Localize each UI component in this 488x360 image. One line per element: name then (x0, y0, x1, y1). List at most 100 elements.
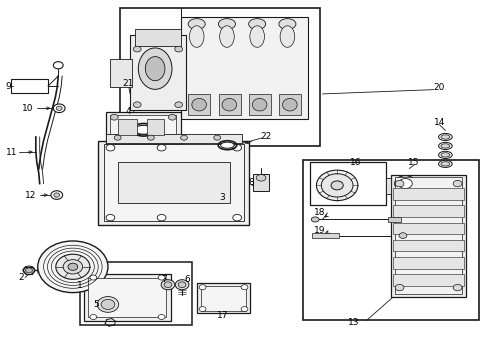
Text: 18: 18 (314, 208, 325, 217)
Ellipse shape (438, 160, 451, 167)
Circle shape (90, 275, 97, 280)
Bar (392, 274, 464, 286)
Text: 12: 12 (25, 190, 37, 199)
Ellipse shape (133, 46, 141, 52)
Text: 21: 21 (122, 79, 134, 88)
Circle shape (241, 285, 247, 290)
Circle shape (163, 282, 171, 288)
Circle shape (158, 275, 164, 280)
Circle shape (232, 144, 241, 151)
Text: 11: 11 (6, 148, 17, 157)
Circle shape (178, 282, 185, 288)
Circle shape (241, 307, 247, 312)
Circle shape (101, 300, 115, 310)
Bar (303, 160, 478, 320)
Circle shape (38, 241, 108, 293)
Ellipse shape (438, 134, 451, 140)
Bar (392, 188, 464, 200)
Ellipse shape (145, 57, 164, 81)
Circle shape (56, 254, 90, 279)
Circle shape (157, 144, 165, 151)
Text: 2: 2 (19, 273, 24, 282)
Circle shape (106, 215, 115, 221)
Ellipse shape (311, 217, 319, 222)
Circle shape (63, 260, 82, 274)
Bar (394, 177, 462, 294)
Circle shape (106, 144, 115, 151)
Circle shape (54, 193, 60, 197)
Ellipse shape (394, 180, 403, 187)
Bar (385, 178, 390, 194)
Bar (181, 17, 307, 119)
Circle shape (23, 266, 35, 275)
Circle shape (175, 280, 188, 290)
Text: 13: 13 (347, 318, 358, 327)
Bar (310, 162, 385, 205)
Bar (104, 144, 243, 221)
Text: 19: 19 (314, 226, 325, 235)
Circle shape (161, 280, 174, 290)
Ellipse shape (282, 98, 297, 111)
Bar (279, 94, 301, 116)
Bar (130, 35, 185, 110)
Ellipse shape (138, 48, 172, 89)
Text: 15: 15 (407, 158, 419, 167)
Circle shape (213, 135, 220, 140)
Text: 9: 9 (5, 82, 11, 91)
Ellipse shape (440, 162, 449, 166)
Circle shape (147, 135, 154, 140)
Text: 22: 22 (260, 132, 271, 141)
Text: 6: 6 (183, 275, 189, 284)
Bar (392, 257, 464, 269)
Text: 17: 17 (216, 311, 228, 320)
Bar (392, 223, 464, 234)
Bar (135, 30, 181, 45)
Circle shape (25, 268, 32, 273)
Ellipse shape (280, 26, 294, 47)
Ellipse shape (219, 26, 234, 47)
Circle shape (97, 297, 119, 312)
Ellipse shape (440, 144, 449, 148)
Ellipse shape (218, 19, 235, 30)
Ellipse shape (133, 102, 141, 108)
Ellipse shape (252, 98, 266, 111)
Ellipse shape (440, 153, 449, 157)
Circle shape (51, 191, 62, 199)
Ellipse shape (256, 175, 265, 181)
Circle shape (68, 263, 78, 270)
Bar (387, 217, 400, 222)
Circle shape (168, 114, 176, 120)
Circle shape (90, 315, 97, 319)
Bar (105, 112, 181, 144)
Circle shape (53, 104, 65, 113)
Ellipse shape (189, 26, 203, 47)
Ellipse shape (174, 46, 182, 52)
Circle shape (53, 62, 63, 69)
Ellipse shape (220, 142, 234, 148)
Bar (253, 174, 268, 192)
Text: 16: 16 (349, 158, 361, 167)
Ellipse shape (188, 19, 205, 30)
Circle shape (110, 114, 118, 120)
Ellipse shape (134, 125, 153, 134)
Ellipse shape (452, 284, 461, 291)
Ellipse shape (249, 26, 264, 47)
Circle shape (199, 307, 205, 312)
Ellipse shape (174, 102, 182, 108)
Bar (390, 175, 466, 297)
Text: 14: 14 (433, 118, 444, 127)
Ellipse shape (222, 98, 236, 111)
Ellipse shape (321, 174, 352, 197)
Text: 5: 5 (93, 300, 99, 309)
Bar (83, 274, 171, 320)
Bar (218, 94, 240, 116)
Ellipse shape (316, 170, 357, 201)
Circle shape (199, 285, 205, 290)
Bar (147, 119, 163, 135)
Bar (110, 59, 132, 87)
Bar (118, 162, 229, 203)
Circle shape (232, 215, 241, 221)
Bar (200, 286, 246, 311)
Ellipse shape (191, 98, 206, 111)
Bar (118, 119, 137, 135)
